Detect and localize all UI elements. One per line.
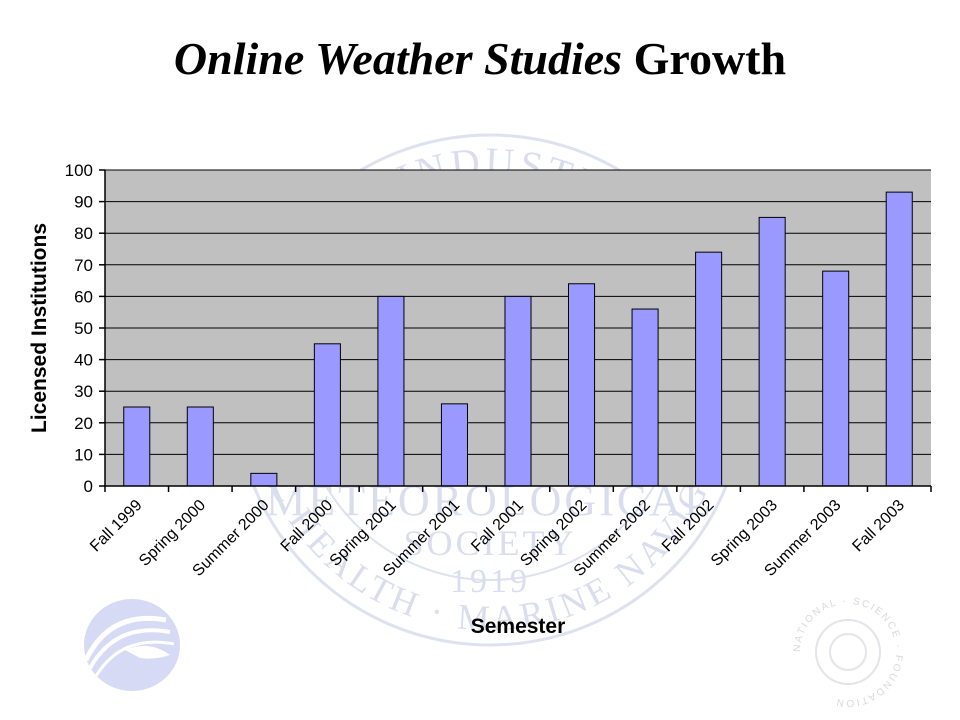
bar [568,283,596,487]
y-tick-labels: 0 10 20 30 40 50 60 70 80 90 100 [65,161,105,496]
bar [313,343,341,487]
bar [885,191,913,487]
bar [695,251,723,487]
bar [440,403,468,487]
bar [377,295,405,487]
y-tick-label: 10 [74,445,93,464]
bar [123,406,151,487]
y-tick-label: 40 [74,351,93,370]
bar [822,270,850,487]
nsf-seal-icon: NATIONAL · SCIENCE · FOUNDATION [792,596,902,708]
bar [758,216,786,487]
y-tick-label: 90 [74,193,93,212]
y-tick-label: 0 [84,477,93,496]
y-tick-label: 70 [74,256,93,275]
x-axis-label: Semester [471,615,566,638]
x-tick-label: Fall 2001 [468,497,527,556]
bar [250,472,278,487]
seal-text-society: SOCIETY [404,523,577,563]
x-tick-label: Fall 2003 [849,497,908,556]
x-tick-label: Fall 1999 [87,497,146,556]
y-tick-label: 60 [74,287,93,306]
y-tick-label: 20 [74,414,93,433]
bar [504,295,532,487]
bar [631,308,659,487]
slide-title-rest: Growth [633,33,787,84]
x-tick-label: Fall 2000 [278,497,337,556]
seal-text-year: 1919 [450,563,530,600]
y-tick-label: 100 [65,161,93,180]
slide-title-italic: Online Weather Studies [173,33,623,84]
bars [123,191,913,487]
y-tick-label: 50 [74,319,93,338]
weather-logo-icon [83,599,180,691]
bar [186,406,214,487]
slide-title: Online Weather Studies Growth [0,33,960,85]
x-tick-label: Fall 2002 [659,497,718,556]
y-axis-label: Licensed Institutions [28,223,51,433]
y-tick-label: 80 [74,224,93,243]
y-tick-label: 30 [74,382,93,401]
